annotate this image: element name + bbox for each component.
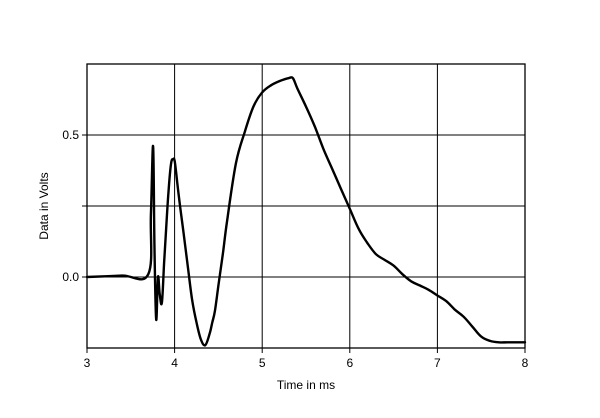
tick-labels: 3 4 5 6 7 8 0.0 0.5 [62, 128, 528, 370]
x-tick-label: 8 [522, 356, 529, 370]
y-tick-label: 0.0 [62, 270, 79, 284]
y-axis-title: Data in Volts [37, 172, 51, 239]
axis-ticks [82, 134, 526, 353]
x-tick-label: 3 [84, 356, 91, 370]
x-tick-label: 4 [171, 356, 178, 370]
x-tick-label: 5 [259, 356, 266, 370]
x-tick-label: 7 [434, 356, 441, 370]
x-axis-title: Time in ms [277, 378, 335, 392]
plot-frame [86, 63, 526, 349]
y-tick-label: 0.5 [62, 128, 79, 142]
series-line [85, 76, 527, 347]
x-tick-label: 6 [346, 356, 353, 370]
